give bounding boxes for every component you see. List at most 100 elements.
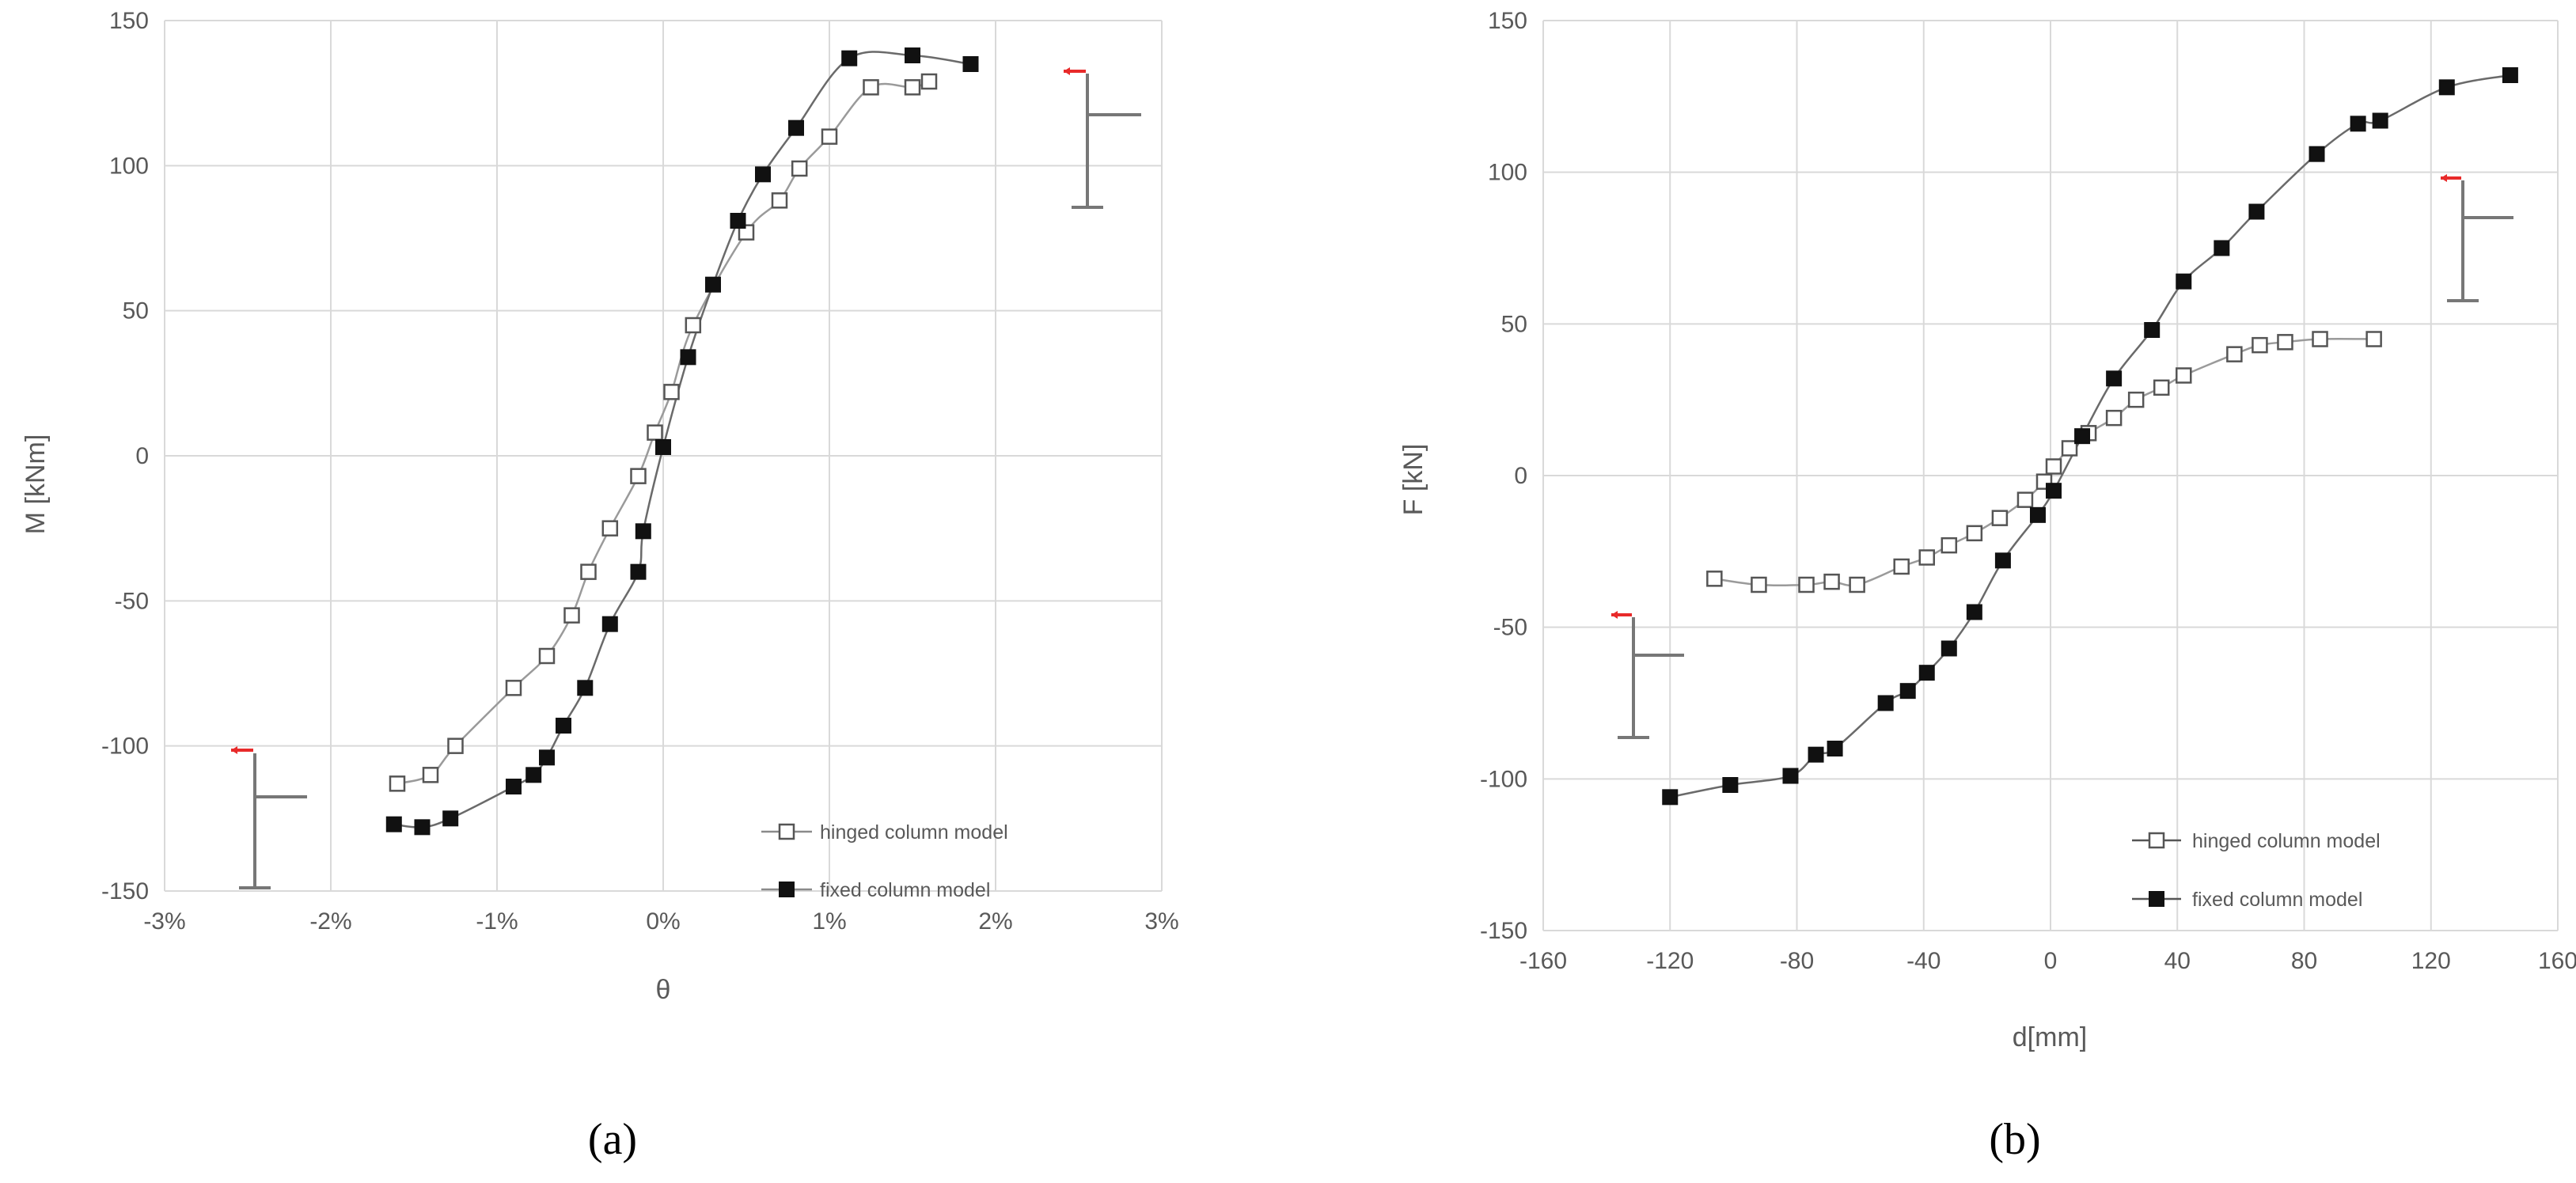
- chart-b-y-tick-label: 150: [1488, 8, 1527, 34]
- chart-b-legend: hinged column model fixed column model: [2132, 830, 2381, 911]
- chart-a-point-hinged: [630, 468, 647, 484]
- chart-b-y-tick-label: -150: [1480, 918, 1527, 944]
- chart-b-legend-label-hinged: hinged column model: [2192, 830, 2381, 852]
- chart-a-point-fixed: [506, 779, 522, 794]
- chart-a-y-tick-label: -50: [115, 588, 149, 614]
- chart-a-x-tick-label: 1%: [812, 908, 846, 935]
- chart-a-point-hinged: [422, 767, 439, 783]
- chart-a-point-fixed: [385, 816, 402, 832]
- chart-a-point-hinged: [601, 520, 619, 537]
- chart-b-point-hinged: [2153, 379, 2170, 396]
- chart-b-point-fixed: [2372, 112, 2388, 129]
- chart-a-point-hinged: [738, 224, 755, 241]
- chart-b-point-hinged: [1849, 576, 1865, 593]
- chart-b-point-hinged: [2277, 334, 2293, 351]
- chart-b-point-hinged: [2365, 331, 2382, 347]
- chart-a-legend: hinged column model fixed column model: [761, 821, 1008, 901]
- chart-a-point-fixed: [577, 680, 594, 696]
- chart-b-point-hinged: [1991, 510, 2009, 526]
- chart-b-point-fixed: [1827, 741, 1843, 756]
- chart-b-panel-label: (b): [1989, 1115, 2040, 1164]
- chart-b-point-hinged: [2061, 440, 2078, 457]
- chart-a-point-fixed: [601, 616, 618, 632]
- chart-a-inset-diagram-top-right: [1064, 67, 1141, 209]
- chart-b-point-fixed: [2502, 67, 2518, 83]
- chart-a-legend-item-fixed: fixed column model: [761, 879, 990, 901]
- chart-a-x-tick-label: 0%: [646, 908, 680, 935]
- chart-a-y-tick-label: -150: [101, 878, 149, 904]
- chart-b-point-hinged: [1751, 576, 1767, 593]
- chart-b-x-tick-label: 0: [2044, 948, 2058, 974]
- chart-a-x-tick-label: -2%: [309, 908, 351, 935]
- chart-b-inset-diagram-left: [1611, 611, 1684, 739]
- chart-b-y-tick-labels: -150 -100 -50 0 50 100 150: [1480, 8, 1527, 944]
- chart-a-y-tick-label: 150: [109, 8, 149, 34]
- chart-a-point-fixed: [730, 213, 746, 229]
- chart-a-point-fixed: [525, 767, 542, 783]
- chart-b-point-hinged: [2312, 331, 2328, 347]
- chart-a-y-tick-label: 50: [123, 298, 149, 324]
- chart-b-point-fixed: [1662, 789, 1679, 806]
- chart-a-marks: [385, 47, 979, 836]
- chart-b-point-hinged: [1918, 549, 1936, 566]
- chart-b-point-fixed: [1899, 683, 1916, 700]
- chart-b-point-hinged: [2176, 367, 2192, 384]
- chart-a-x-tick-label: 3%: [1144, 908, 1178, 935]
- chart-a-legend-label-hinged: hinged column model: [820, 821, 1008, 844]
- chart-b-point-fixed: [1994, 552, 2011, 569]
- chart-a-point-hinged: [904, 79, 921, 96]
- chart-a-y-tick-label: 0: [135, 443, 149, 469]
- chart-b-y-axis-label: F [kN]: [1398, 444, 1428, 516]
- chart-a-point-fixed: [755, 166, 771, 183]
- chart-a-point-hinged: [663, 384, 680, 400]
- chart-a-point-fixed: [705, 276, 721, 293]
- chart-b-x-tick-label: -80: [1780, 948, 1814, 974]
- chart-a-point-fixed: [635, 523, 651, 540]
- chart-b-y-tick-label: -100: [1480, 766, 1527, 792]
- chart-b-point-fixed: [1918, 665, 1935, 681]
- chart-a-point-fixed: [905, 47, 920, 63]
- chart-a-x-tick-label: -1%: [476, 908, 518, 935]
- chart-b-point-hinged: [2045, 458, 2062, 475]
- chart-a-point-fixed: [655, 439, 671, 455]
- chart-a-point-hinged: [685, 317, 702, 334]
- chart-a-panel-label: (a): [588, 1115, 637, 1164]
- chart-b: -160 -120 -80 -40 0 40 80 120 160 -150 -100 -50 0 50…: [1398, 8, 2576, 1164]
- chart-b-point-hinged: [2226, 346, 2243, 362]
- chart-b-marks: [1662, 67, 2518, 806]
- chart-a-legend-item-hinged: hinged column model: [761, 821, 1008, 844]
- chart-b-x-tick-labels: -160 -120 -80 -40 0 40 80 120 160: [1519, 948, 2576, 974]
- chart-a-point-fixed: [630, 563, 647, 580]
- chart-b-x-tick-label: -120: [1646, 948, 1694, 974]
- chart-b-point-fixed: [1808, 746, 1824, 763]
- chart-a-y-axis-label: M [kNm]: [21, 434, 51, 535]
- chart-b-x-tick-label: -40: [1906, 948, 1941, 974]
- chart-b-x-tick-label: 160: [2538, 948, 2576, 974]
- chart-a-point-hinged: [920, 73, 938, 90]
- chart-a-point-fixed: [962, 56, 979, 72]
- chart-b-point-fixed: [2248, 203, 2265, 220]
- chart-b-point-fixed: [2046, 483, 2062, 499]
- chart-a-point-hinged: [447, 737, 464, 754]
- chart-a-point-hinged: [505, 680, 522, 696]
- chart-a-curves: [393, 51, 971, 828]
- chart-b-x-axis-label: d[mm]: [2013, 1022, 2087, 1052]
- chart-a-point-fixed: [556, 718, 571, 734]
- chart-b-y-tick-label: 0: [1514, 463, 1527, 489]
- chart-b-point-fixed: [2438, 79, 2455, 96]
- chart-a-y-tick-labels: -150 -100 -50 0 50 100 150: [101, 8, 149, 904]
- chart-b-point-hinged: [1893, 558, 1910, 575]
- chart-b-point-fixed: [2029, 506, 2046, 523]
- chart-a-inset-diagram-bottom-left: [231, 746, 307, 889]
- chart-b-point-fixed: [1722, 777, 1739, 793]
- chart-b-point-hinged: [2105, 409, 2123, 427]
- chart-b-legend-item-hinged: hinged column model: [2132, 830, 2381, 852]
- chart-a-x-tick-label: 2%: [978, 908, 1012, 935]
- chart-b-point-fixed: [2176, 273, 2192, 290]
- chart-b-x-tick-label: -160: [1519, 948, 1567, 974]
- chart-a-point-fixed: [788, 119, 804, 136]
- chart-a: -3% -2% -1% 0% 1% 2% 3% -150 -100 -50 0 50 100 150 θ…: [21, 8, 1179, 1164]
- chart-b-inset-diagram-right: [2441, 174, 2513, 302]
- chart-b-y-tick-label: 100: [1488, 160, 1527, 186]
- chart-b-point-fixed: [2214, 240, 2230, 256]
